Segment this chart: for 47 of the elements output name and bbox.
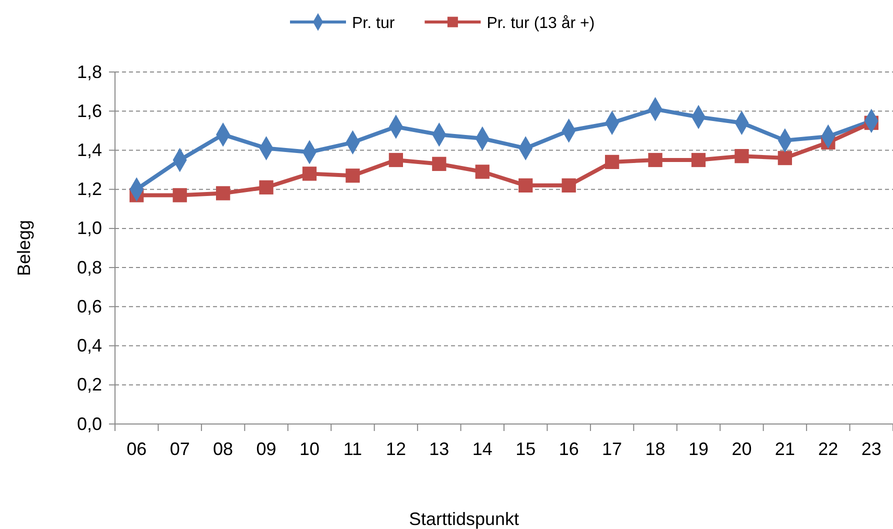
- x-tick-label: 11: [343, 439, 362, 459]
- y-tick-label: 0,6: [76, 296, 102, 316]
- legend-label: Pr. tur: [352, 15, 396, 32]
- x-tick-label: 16: [558, 439, 579, 459]
- x-tick-label: 20: [732, 439, 752, 459]
- y-tick-label: 0,2: [76, 374, 102, 395]
- point: [475, 164, 490, 179]
- x-tick-label: 15: [516, 439, 536, 459]
- x-tick-label: 21: [774, 439, 795, 459]
- x-tick-label: 10: [299, 439, 320, 459]
- y-tick-label: 1,8: [76, 62, 102, 82]
- point: [734, 149, 749, 164]
- x-tick-label: 06: [126, 439, 147, 459]
- point: [259, 180, 274, 194]
- point: [172, 188, 187, 202]
- point: [216, 186, 230, 200]
- x-tick-label: 17: [602, 439, 622, 459]
- point: [388, 152, 404, 168]
- y-tick-label: 1,6: [76, 100, 102, 121]
- x-tick-label: 22: [818, 439, 838, 459]
- x-tick-label: 13: [429, 439, 450, 459]
- x-axis-title: Starttidspunkt: [408, 509, 520, 529]
- point: [562, 178, 576, 192]
- x-tick-label: 19: [688, 439, 709, 459]
- x-tick-label: 07: [170, 439, 190, 459]
- point: [518, 178, 533, 192]
- y-tick-label: 1,0: [76, 218, 102, 238]
- x-tick-label: 18: [645, 439, 666, 459]
- point: [648, 152, 662, 168]
- x-tick-label: 08: [213, 439, 234, 459]
- point: [432, 156, 446, 171]
- legend-label: Pr. tur (13 år +): [486, 15, 595, 32]
- x-tick-label: 14: [472, 439, 492, 459]
- y-tick-label: 1,4: [76, 140, 102, 160]
- y-axis-title: Belegg: [14, 220, 34, 276]
- point: [346, 168, 360, 183]
- point: [691, 152, 706, 168]
- y-tick-label: 0,0: [76, 414, 102, 434]
- point: [302, 166, 317, 181]
- y-tick-label: 0,8: [76, 257, 102, 278]
- x-tick-label: 09: [256, 439, 276, 459]
- point: [604, 154, 620, 170]
- point: [778, 150, 792, 166]
- y-tick-label: 0,4: [76, 336, 102, 356]
- x-tick-label: 12: [386, 439, 406, 459]
- x-tick-label: 23: [861, 439, 882, 459]
- y-tick-label: 1,2: [76, 179, 102, 200]
